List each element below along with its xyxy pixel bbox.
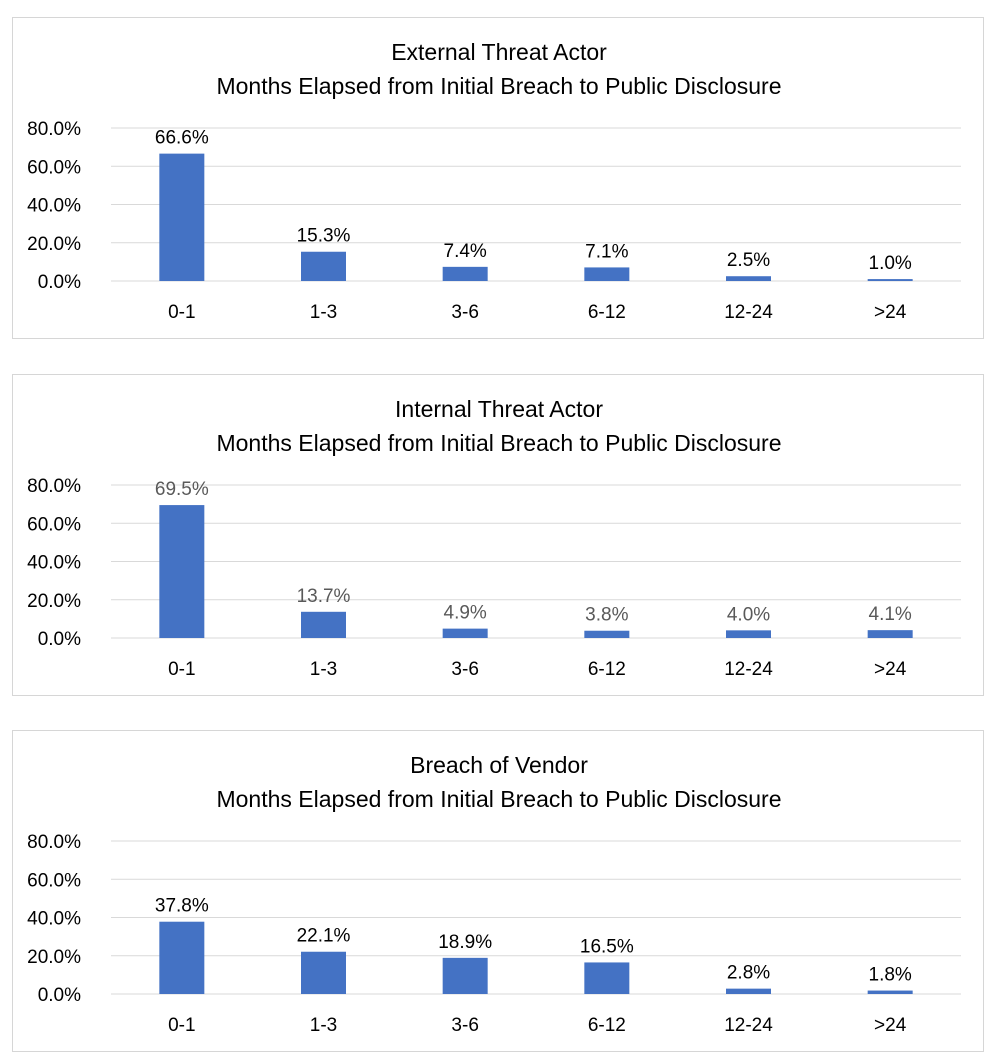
data-label: 4.9% bbox=[444, 603, 487, 624]
bar bbox=[159, 921, 205, 994]
x-category-label: 0-1 bbox=[168, 302, 195, 323]
x-category-label: 6-12 bbox=[588, 1015, 626, 1036]
y-tick-label: 40.0% bbox=[27, 196, 81, 217]
data-label: 18.9% bbox=[438, 932, 492, 953]
y-tick-label: 80.0% bbox=[27, 119, 81, 140]
x-category-label: 12-24 bbox=[724, 302, 773, 323]
x-category-label: 6-12 bbox=[588, 302, 626, 323]
x-category-label: 0-1 bbox=[168, 1015, 195, 1036]
y-tick-label: 60.0% bbox=[27, 870, 81, 891]
bar bbox=[726, 276, 771, 281]
x-category-label: 12-24 bbox=[724, 659, 773, 680]
chart-subtitle: Months Elapsed from Initial Breach to Pu… bbox=[216, 73, 781, 99]
bar-chart-breach-of-vendor: Breach of Vendor Months Elapsed from Ini… bbox=[27, 752, 961, 1036]
y-tick-label: 20.0% bbox=[27, 234, 81, 255]
bar bbox=[726, 630, 771, 638]
x-category-label: 1-3 bbox=[310, 659, 337, 680]
bar bbox=[584, 962, 630, 994]
plot-area: 0.0% 20.0% 40.0% 60.0% 80.0% 69.5% 0-1 13.7% 1-3… bbox=[27, 476, 961, 680]
x-category-label: 3-6 bbox=[451, 659, 478, 680]
x-category-label: 3-6 bbox=[451, 302, 478, 323]
bar bbox=[442, 266, 488, 281]
x-category-label: 12-24 bbox=[724, 1015, 773, 1036]
x-category-label: >24 bbox=[874, 659, 907, 680]
x-category-label: 1-3 bbox=[310, 302, 337, 323]
chart-title: Internal Threat Actor bbox=[395, 396, 603, 422]
bar bbox=[442, 957, 488, 994]
bar bbox=[442, 628, 488, 638]
bar bbox=[159, 505, 205, 638]
data-label: 66.6% bbox=[155, 128, 209, 149]
bar-chart-external-threat-actor: External Threat Actor Months Elapsed fro… bbox=[27, 39, 961, 323]
data-label: 16.5% bbox=[580, 936, 634, 957]
y-tick-label: 40.0% bbox=[27, 553, 81, 574]
plot-area: 0.0% 20.0% 40.0% 60.0% 80.0% 66.6% 0-1 15.3% 1-3… bbox=[27, 119, 961, 323]
chart-title: External Threat Actor bbox=[391, 39, 607, 65]
y-tick-label: 80.0% bbox=[27, 476, 81, 497]
x-category-label: 6-12 bbox=[588, 659, 626, 680]
data-label: 4.1% bbox=[869, 604, 912, 625]
y-tick-label: 60.0% bbox=[27, 514, 81, 535]
data-label: 15.3% bbox=[297, 226, 351, 247]
data-label: 4.0% bbox=[727, 604, 770, 625]
y-tick-label: 20.0% bbox=[27, 591, 81, 612]
bar bbox=[584, 630, 630, 638]
data-label: 1.8% bbox=[869, 965, 912, 986]
chart-subtitle: Months Elapsed from Initial Breach to Pu… bbox=[216, 430, 781, 456]
data-label: 2.8% bbox=[727, 963, 770, 984]
x-category-label: >24 bbox=[874, 1015, 907, 1036]
y-tick-label: 60.0% bbox=[27, 157, 81, 178]
data-label: 2.5% bbox=[727, 250, 770, 271]
data-label: 22.1% bbox=[297, 926, 351, 947]
x-category-label: >24 bbox=[874, 302, 907, 323]
x-category-label: 0-1 bbox=[168, 659, 195, 680]
chart-panel-external-threat-actor: External Threat Actor Months Elapsed fro… bbox=[12, 17, 984, 339]
y-tick-label: 0.0% bbox=[38, 629, 81, 650]
bar bbox=[301, 951, 346, 994]
bar bbox=[867, 279, 913, 281]
y-tick-label: 20.0% bbox=[27, 947, 81, 968]
data-label: 3.8% bbox=[585, 605, 628, 626]
y-tick-label: 40.0% bbox=[27, 909, 81, 930]
chart-panel-internal-threat-actor: Internal Threat Actor Months Elapsed fro… bbox=[12, 374, 984, 696]
chart-subtitle: Months Elapsed from Initial Breach to Pu… bbox=[216, 786, 781, 812]
bar bbox=[301, 611, 346, 638]
x-category-label: 1-3 bbox=[310, 1015, 337, 1036]
chart-title: Breach of Vendor bbox=[410, 752, 588, 778]
chart-panel-breach-of-vendor: Breach of Vendor Months Elapsed from Ini… bbox=[12, 730, 984, 1052]
bar bbox=[159, 153, 205, 281]
bar bbox=[301, 251, 346, 281]
bar bbox=[584, 267, 630, 281]
data-label: 7.4% bbox=[444, 241, 487, 262]
y-tick-label: 0.0% bbox=[38, 985, 81, 1006]
y-tick-label: 80.0% bbox=[27, 832, 81, 853]
data-label: 7.1% bbox=[585, 241, 628, 262]
data-label: 13.7% bbox=[297, 586, 351, 607]
data-label: 1.0% bbox=[869, 253, 912, 274]
bar-chart-internal-threat-actor: Internal Threat Actor Months Elapsed fro… bbox=[27, 396, 961, 680]
bar bbox=[867, 990, 913, 994]
bar bbox=[867, 630, 913, 638]
bar bbox=[726, 988, 771, 994]
x-category-label: 3-6 bbox=[451, 1015, 478, 1036]
plot-area: 0.0% 20.0% 40.0% 60.0% 80.0% 37.8% 0-1 22.1% 1-3… bbox=[27, 832, 961, 1036]
data-label: 69.5% bbox=[155, 479, 209, 500]
y-tick-label: 0.0% bbox=[38, 272, 81, 293]
data-label: 37.8% bbox=[155, 896, 209, 917]
